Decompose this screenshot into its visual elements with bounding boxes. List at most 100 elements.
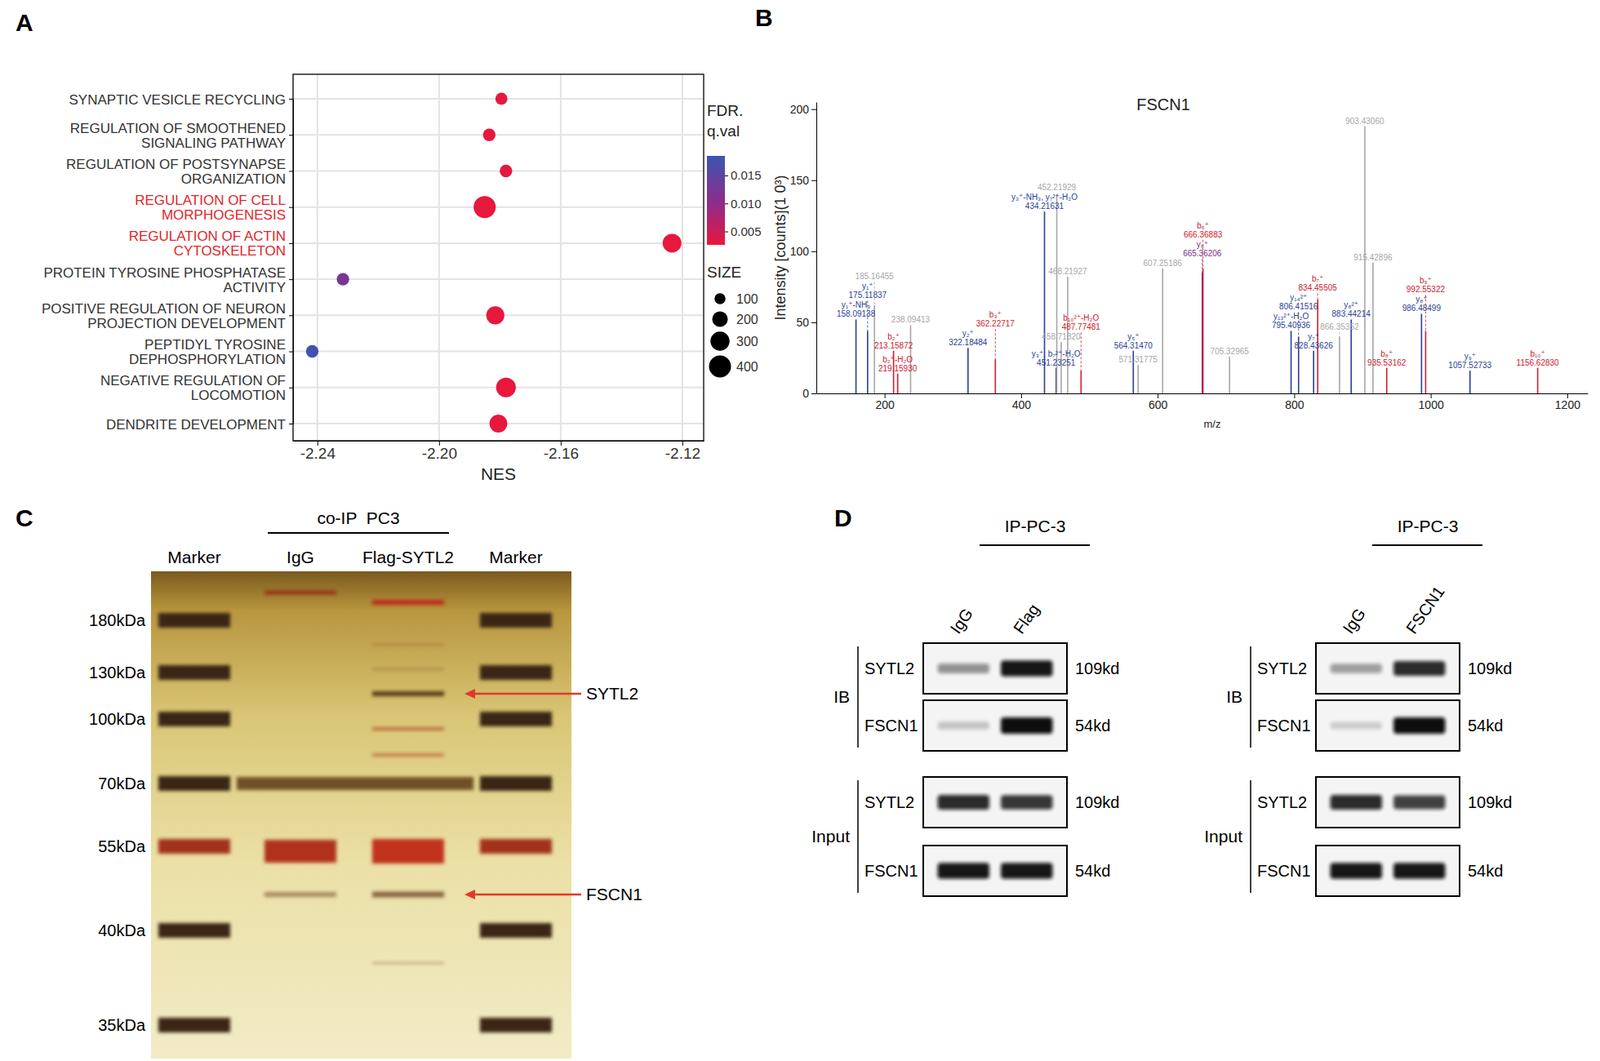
mz-label: 795.40936 xyxy=(1271,320,1312,330)
tick-label: 400 xyxy=(1012,398,1032,412)
axis-line xyxy=(817,393,1589,395)
figure: ABCD-2.24-2.20-2.16-2.12NESSYNAPTIC VESI… xyxy=(0,0,1600,1061)
grid-line xyxy=(293,242,704,245)
peak-label: b₁₀²⁺-H₂O487.77481 xyxy=(1062,313,1102,332)
lane-label: Flag-SYTL2 xyxy=(362,547,454,567)
peak-label: 468.21927 xyxy=(1048,266,1088,276)
lane-label: Marker xyxy=(488,547,543,567)
axis-line xyxy=(288,99,294,425)
mz-label: 834.45505 xyxy=(1298,283,1338,293)
plot-frame xyxy=(293,74,704,441)
gel-band xyxy=(158,613,231,628)
tick: 0.015 xyxy=(724,168,762,183)
tick: PROTEIN TYROSINE PHOSPHATASEACTIVITY xyxy=(43,265,294,296)
tick: 0.005 xyxy=(724,224,762,239)
tick-label: REGULATION OF ACTINCYTOSKELETON xyxy=(128,228,286,259)
axis-line xyxy=(816,102,818,395)
mz-label: 866.35352 xyxy=(1320,322,1360,332)
peak-label: y₈⁺986.48499 xyxy=(1402,294,1442,313)
tick: SYNAPTIC VESICLE RECYCLING xyxy=(69,92,294,108)
tick: 50 xyxy=(795,315,817,329)
lane-label: Marker xyxy=(167,547,221,567)
tick: REGULATION OF POSTSYNAPSEORGANIZATION xyxy=(66,156,294,187)
colorbar xyxy=(706,155,725,245)
arrow-head xyxy=(464,889,476,900)
protein-label: SYTL2 xyxy=(1257,659,1307,678)
point xyxy=(499,164,512,178)
chart-a: -2.24-2.20-2.16-2.12NESSYNAPTIC VESICLE … xyxy=(41,74,762,484)
tick-label: -2.20 xyxy=(422,444,458,463)
tick-label: 1000 xyxy=(1418,398,1445,412)
peak-label: b₃⁺362.22717 xyxy=(976,310,1016,329)
mz-label: 452.21929 xyxy=(1037,182,1077,192)
tick-label: REGULATION OF SMOOTHENEDSIGNALING PATHWA… xyxy=(70,120,286,152)
tick-mark xyxy=(811,180,817,182)
tick-mark xyxy=(288,170,294,172)
x-axis: -2.24-2.20-2.16-2.12 xyxy=(293,440,705,463)
peak-label: y₈²⁺883.44214 xyxy=(1332,300,1372,319)
ion-label: y₉⁺ xyxy=(1464,351,1476,361)
peak-label: y₇⁺828.43626 xyxy=(1294,332,1334,351)
tick-label-line: REGULATION OF SMOOTHENED xyxy=(70,120,286,137)
size-label: 54kd xyxy=(1467,716,1503,735)
tick-label: 0.015 xyxy=(730,168,762,183)
peak xyxy=(1425,330,1427,394)
tick: -2.12 xyxy=(665,440,701,463)
mw-label: 70kDa xyxy=(97,774,147,793)
tick: 1200 xyxy=(1555,393,1581,412)
tick: 800 xyxy=(1284,393,1305,412)
gel-band xyxy=(480,1017,552,1033)
peak xyxy=(855,319,858,394)
size-label: 54kd xyxy=(1075,716,1111,735)
tick-mark xyxy=(288,134,294,136)
legend-title-line: q.val xyxy=(706,122,740,140)
legend-label: 200 xyxy=(736,312,759,327)
tick-mark xyxy=(724,231,729,233)
group-label: IB xyxy=(833,687,850,707)
arrow-head xyxy=(464,688,476,699)
peak-label: y₁₃²⁺-H₂O795.40936 xyxy=(1271,311,1312,330)
gel-title: co-IP PC3 xyxy=(316,508,400,528)
tick-mark xyxy=(811,251,817,253)
tick-label-line: DENDRITE DEVELOPMENT xyxy=(106,417,286,433)
peak-label: 452.21929 xyxy=(1037,182,1077,192)
peaks xyxy=(856,126,1538,394)
leader-line xyxy=(866,300,868,331)
tick-mark xyxy=(811,393,817,395)
mw-label: 35kDa xyxy=(97,1016,147,1035)
y-axis: SYNAPTIC VESICLE RECYCLING REGULATION OF … xyxy=(41,92,294,433)
mz-label: 571.31775 xyxy=(1119,355,1159,365)
gel-band xyxy=(158,923,231,938)
peak-label: y₁₄²⁺806.41516 xyxy=(1279,293,1319,312)
group-label: Input xyxy=(1204,826,1243,846)
ion-label: y₁⁺ xyxy=(862,281,874,291)
peak-label: y₂⁺322.18484 xyxy=(948,328,988,347)
peak-label: 915.42896 xyxy=(1353,253,1393,263)
panel-label: C xyxy=(15,504,34,532)
blot-band xyxy=(1000,862,1053,879)
tick: 0 xyxy=(802,386,817,400)
tick-mark xyxy=(288,243,294,245)
size-label: 54kd xyxy=(1467,862,1503,880)
mw-label: 40kDa xyxy=(97,921,147,940)
tick-label: 0 xyxy=(802,386,809,400)
blot-band xyxy=(937,795,990,810)
peak-label: b₉⁺992.55322 xyxy=(1406,275,1446,294)
tick-label-line: PROTEIN TYROSINE PHOSPHATASE xyxy=(43,265,286,281)
mz-label: 213.15872 xyxy=(874,341,914,351)
peak xyxy=(1202,268,1205,394)
mz-label: 1057.52733 xyxy=(1448,360,1492,370)
gel-band xyxy=(158,711,231,727)
tick-label: 200 xyxy=(790,102,810,116)
legend-symbol xyxy=(709,355,732,378)
tick: 150 xyxy=(790,173,817,187)
ion-label: b₈⁺ xyxy=(1380,349,1393,359)
ion-label: y₈²⁺ xyxy=(1343,300,1359,310)
tick-mark xyxy=(288,351,294,353)
grid xyxy=(293,74,704,441)
ion-label: b₁₀⁺ xyxy=(1529,349,1545,359)
lane-label: FSCN1 xyxy=(1402,582,1449,637)
ion-label: y₃⁺-NH₃, y₇²⁺-H₂O xyxy=(1011,192,1078,202)
blot-box xyxy=(923,700,1067,752)
tick-label: -2.12 xyxy=(665,444,701,463)
